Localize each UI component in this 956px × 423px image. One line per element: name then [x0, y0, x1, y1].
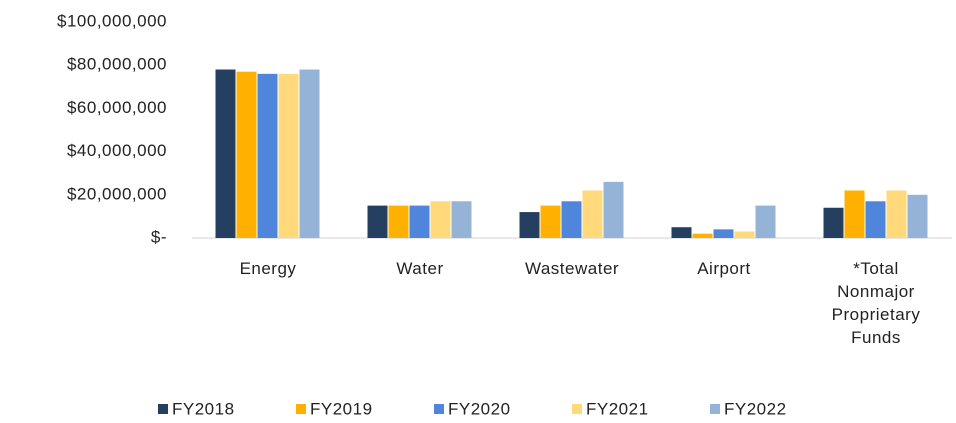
y-tick-label: $60,000,000: [67, 98, 167, 117]
x-tick-label: Wastewater: [525, 259, 619, 278]
bar: [865, 201, 886, 238]
bar: [215, 69, 236, 239]
bar: [886, 190, 907, 238]
bar: [823, 207, 844, 238]
y-tick-label: $100,000,000: [57, 11, 167, 30]
bar: [367, 205, 388, 238]
bar: [582, 190, 603, 238]
legend-swatch: [434, 404, 444, 414]
x-tick-label: *Total Nonmajor Proprietary Funds: [832, 259, 921, 347]
bar: [278, 73, 299, 238]
bar: [713, 229, 734, 238]
legend-swatch: [572, 404, 582, 414]
legend-label: FY2021: [586, 399, 649, 418]
legend-label: FY2018: [172, 399, 235, 418]
bar: [236, 71, 257, 239]
y-tick-label: $40,000,000: [67, 141, 167, 160]
bar: [409, 205, 430, 238]
bar: [257, 73, 278, 238]
x-tick-label: Airport: [697, 259, 751, 278]
bar: [561, 201, 582, 238]
bar: [603, 181, 624, 238]
legend-label: FY2019: [310, 399, 373, 418]
bar: [519, 212, 540, 238]
bar: [299, 69, 320, 239]
bar: [734, 231, 755, 238]
legend-label: FY2020: [448, 399, 511, 418]
bar: [388, 205, 409, 238]
x-tick-label: Water: [396, 259, 443, 278]
bar: [451, 201, 472, 238]
legend-swatch: [710, 404, 720, 414]
legend-label: FY2022: [724, 399, 787, 418]
bar: [907, 194, 928, 238]
bar: [430, 201, 451, 238]
x-tick-label: Energy: [240, 259, 297, 278]
bar: [692, 233, 713, 238]
bar: [755, 205, 776, 238]
y-tick-label: $-: [151, 227, 167, 246]
y-tick-label: $20,000,000: [67, 184, 167, 203]
bar: [844, 190, 865, 238]
bar: [671, 227, 692, 238]
legend-swatch: [296, 404, 306, 414]
legend-swatch: [158, 404, 168, 414]
y-tick-label: $80,000,000: [67, 55, 167, 74]
bar: [540, 205, 561, 238]
